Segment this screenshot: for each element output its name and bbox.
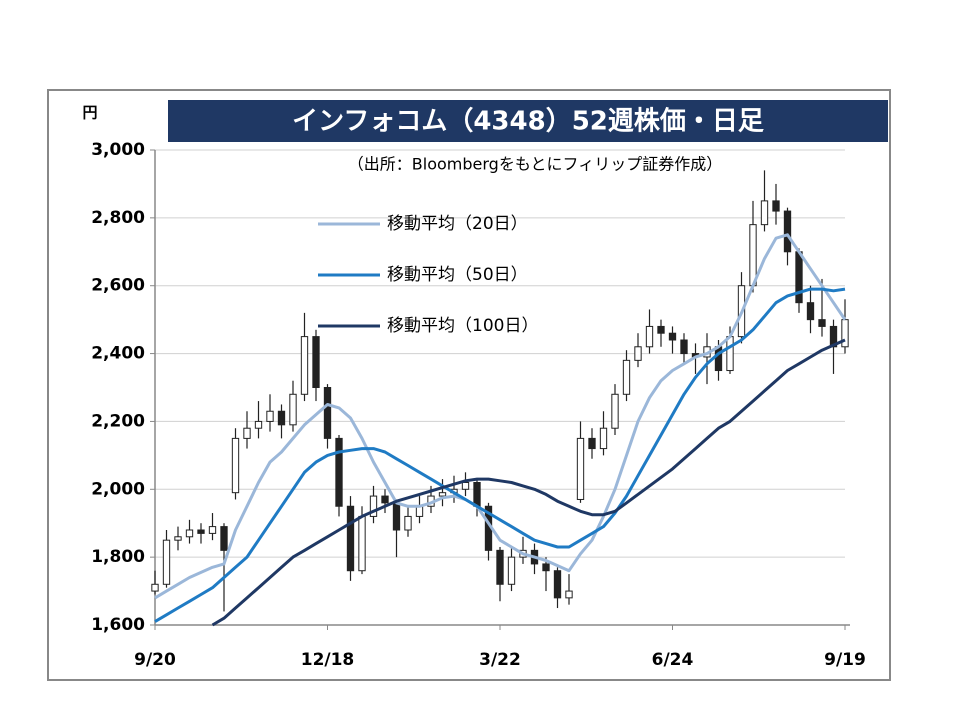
x-tick-label: 9/20: [134, 650, 176, 670]
y-tick-label: 1,600: [91, 615, 145, 635]
candle-body: [783, 210, 792, 253]
y-tick-label: 1,800: [91, 547, 145, 567]
candle-body: [726, 336, 734, 372]
candle-body: [438, 492, 447, 497]
legend-label: 移動平均（50日）: [387, 265, 528, 285]
legend-label: 移動平均（100日）: [387, 316, 538, 336]
candle-body: [346, 505, 355, 572]
x-tick-label: 12/18: [301, 650, 355, 670]
candle-body: [714, 346, 723, 372]
candle-body: [277, 410, 286, 426]
frame: [47, 89, 891, 681]
candle-body: [795, 251, 803, 304]
subtitle: （出所：Bloombergをもとにフィリップ証券作成）: [348, 155, 722, 174]
candle-body: [507, 556, 516, 585]
candle-body: [588, 437, 596, 450]
candle-body: [576, 437, 585, 500]
candle-body: [599, 427, 608, 450]
candle-body: [542, 563, 550, 572]
candle-body: [208, 526, 217, 534]
chart-title: インフォコム（4348）52週株価・日足: [292, 107, 764, 137]
candle-body: [197, 529, 205, 534]
ma-line: [211, 338, 846, 627]
candle-body: [806, 302, 815, 321]
candle-body: [404, 515, 412, 531]
x-tick-label: 3/22: [479, 650, 521, 670]
candle-body: [358, 515, 366, 572]
candle-body: [645, 325, 654, 348]
candle-body: [749, 224, 757, 287]
candle-body: [151, 583, 159, 592]
y-tick-label: 2,600: [91, 276, 145, 296]
candle-body: [185, 529, 194, 538]
candle-body: [829, 325, 838, 348]
legend-label: 移動平均（20日）: [387, 214, 528, 234]
y-tick-label: 2,400: [91, 344, 145, 364]
y-tick-label: 2,200: [91, 411, 145, 431]
candle-body: [760, 200, 769, 226]
candle-body: [369, 495, 378, 517]
candle-body: [772, 200, 780, 212]
candle-body: [300, 336, 309, 395]
candle-body: [473, 482, 481, 507]
x-tick-label: 9/19: [824, 650, 866, 670]
candle-body: [312, 336, 320, 389]
x-tick-label: 6/24: [652, 650, 694, 670]
candle-body: [622, 359, 631, 395]
title-box: [168, 100, 888, 142]
candle-body: [657, 325, 665, 334]
candle-body: [174, 536, 182, 541]
candle-body: [841, 319, 849, 348]
candle-body: [461, 482, 470, 490]
candle-body: [231, 437, 240, 494]
candle-body: [496, 549, 504, 585]
candle-body: [289, 393, 297, 426]
candle-body: [553, 570, 562, 599]
candle-body: [818, 319, 826, 327]
candle-body: [634, 346, 642, 361]
candle-body: [266, 410, 274, 422]
candle-body: [381, 495, 389, 504]
candle-body: [611, 393, 619, 429]
candle-body: [392, 502, 401, 531]
y-tick-label: 2,800: [91, 208, 145, 228]
candle-body: [565, 590, 573, 599]
candle-body: [668, 332, 677, 341]
candle-body: [680, 339, 688, 355]
y-tick-label: 2,000: [91, 479, 145, 499]
ma-line: [154, 287, 846, 623]
candle-body: [162, 539, 171, 585]
candle-body: [323, 387, 332, 439]
candle-body: [254, 420, 263, 429]
y-tick-label: 3,000: [91, 140, 145, 160]
y-unit: 円: [82, 104, 97, 122]
candle-body: [220, 526, 228, 551]
ma-line: [154, 233, 847, 600]
candle-body: [243, 427, 251, 439]
candle-body: [335, 437, 343, 507]
